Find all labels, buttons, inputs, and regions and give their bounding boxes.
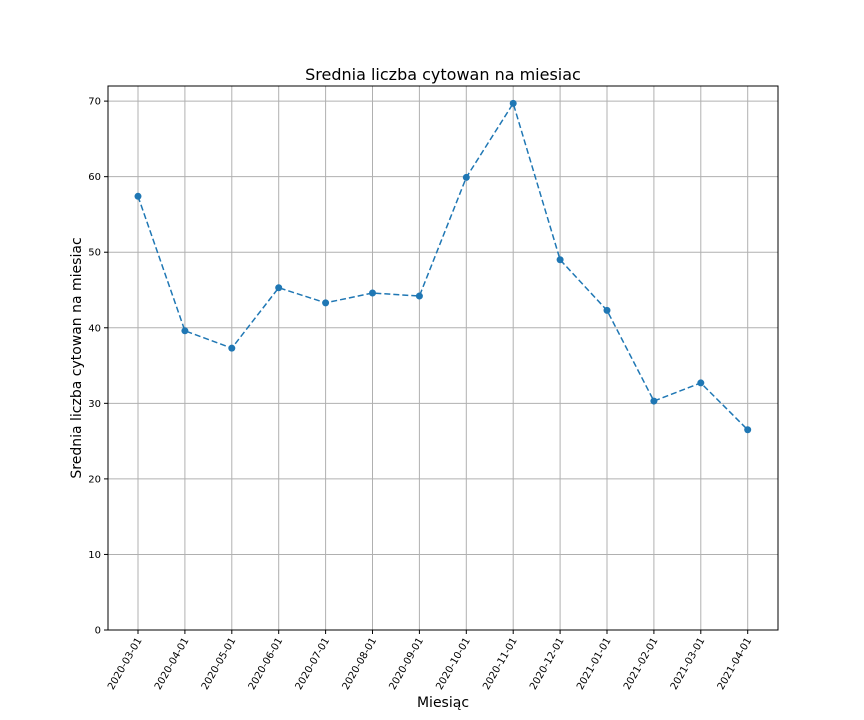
data-point: [462, 173, 470, 181]
data-point: [181, 327, 189, 335]
data-point: [369, 289, 376, 297]
y-tick-label: 40: [88, 323, 101, 334]
data-point: [134, 192, 142, 200]
y-tick-label: 30: [88, 399, 101, 410]
data-point: [697, 379, 705, 387]
series-line-path: [137, 101, 749, 431]
data-point: [415, 292, 423, 300]
y-tick-label: 50: [88, 248, 101, 259]
y-tick-label: 0: [95, 626, 101, 637]
x-axis-title: Miesiąc: [417, 695, 469, 711]
data-point: [744, 426, 752, 434]
y-tick-label: 60: [88, 172, 101, 183]
data-point: [603, 306, 611, 314]
y-tick-label: 10: [88, 550, 101, 561]
data-point: [556, 256, 564, 264]
data-point: [650, 397, 658, 405]
y-tick-label: 20: [88, 474, 101, 485]
chart-title: Srednia liczba cytowan na miesiac: [305, 65, 581, 84]
grid: [108, 86, 778, 631]
y-axis-title: Srednia liczba cytowan na miesiac: [69, 237, 85, 478]
series-line: [134, 99, 752, 434]
data-point: [509, 99, 517, 107]
y-tick-label: 70: [88, 97, 101, 108]
plot-frame: [107, 85, 779, 631]
data-point: [275, 284, 283, 292]
data-point: [322, 299, 330, 307]
data-point: [228, 344, 236, 352]
